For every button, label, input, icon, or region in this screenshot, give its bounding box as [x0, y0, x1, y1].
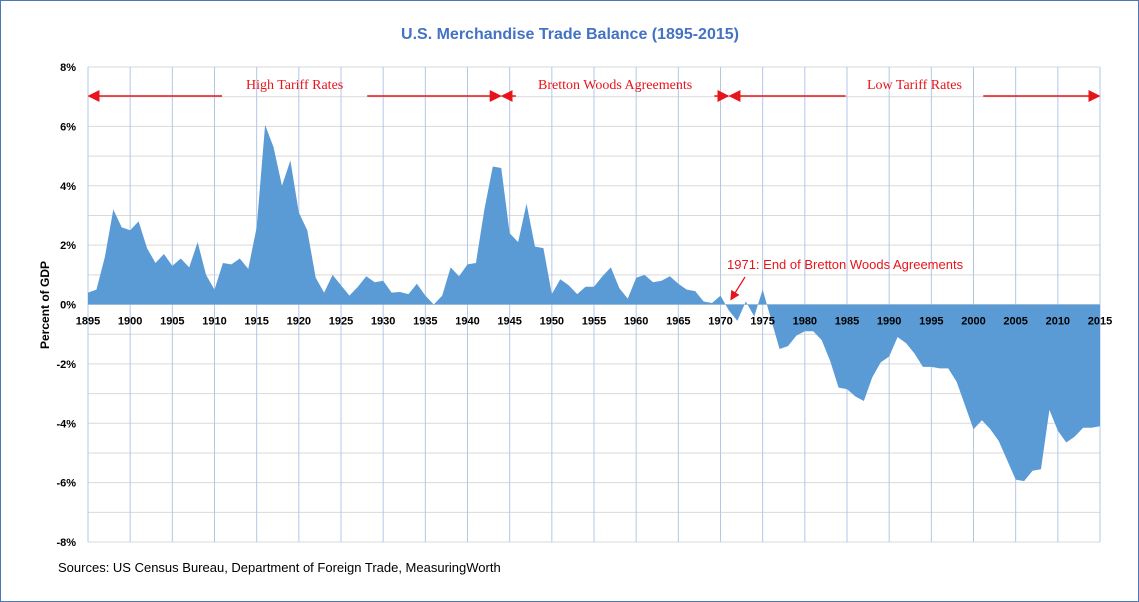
x-tick-label: 1950 — [540, 316, 564, 328]
y-axis-label: Percent of GDP — [38, 261, 52, 349]
chart-title: U.S. Merchandise Trade Balance (1895-201… — [401, 26, 739, 43]
x-tick-label: 1975 — [750, 316, 774, 328]
x-tick-label: 1965 — [666, 316, 690, 328]
x-tick-label: 1930 — [371, 316, 395, 328]
period-label: Bretton Woods Agreements — [538, 78, 692, 93]
y-tick-label: -2% — [56, 359, 76, 371]
x-tick-label: 1945 — [497, 316, 521, 328]
x-tick-label: 2000 — [961, 316, 985, 328]
x-tick-label: 1985 — [835, 316, 859, 328]
x-tick-label: 2010 — [1046, 316, 1070, 328]
area-series — [88, 124, 1100, 482]
x-tick-label: 1970 — [708, 316, 732, 328]
annotation-label: 1971: End of Bretton Woods Agreements — [727, 257, 964, 272]
period-label: Low Tariff Rates — [867, 78, 962, 93]
x-tick-label: 2015 — [1088, 316, 1112, 328]
period-label: High Tariff Rates — [246, 78, 343, 93]
x-tick-label: 1955 — [582, 316, 606, 328]
x-tick-label: 1960 — [624, 316, 648, 328]
y-tick-label: 8% — [60, 62, 76, 74]
x-tick-label: 1920 — [287, 316, 311, 328]
x-tick-label: 1905 — [160, 316, 184, 328]
x-tick-label: 1940 — [455, 316, 479, 328]
x-tick-label: 1895 — [76, 316, 100, 328]
y-tick-label: -4% — [56, 418, 76, 430]
x-tick-label: 1995 — [919, 316, 943, 328]
annotation-arrow — [730, 276, 746, 301]
y-tick-label: 6% — [60, 121, 76, 133]
x-tick-label: 1935 — [413, 316, 437, 328]
x-tick-label: 2005 — [1003, 316, 1027, 328]
x-tick-label: 1900 — [118, 316, 142, 328]
x-tick-label: 1910 — [202, 316, 226, 328]
x-tick-label: 1990 — [877, 316, 901, 328]
y-tick-label: 0% — [60, 300, 76, 312]
source-note: Sources: US Census Bureau, Department of… — [58, 560, 501, 575]
x-tick-label: 1925 — [329, 316, 353, 328]
y-tick-label: 2% — [60, 240, 76, 252]
x-tick-label: 1915 — [244, 316, 268, 328]
x-tick-label: 1980 — [793, 316, 817, 328]
y-tick-label: -6% — [56, 478, 76, 490]
y-tick-label: 4% — [60, 181, 76, 193]
y-tick-label: -8% — [56, 537, 76, 549]
